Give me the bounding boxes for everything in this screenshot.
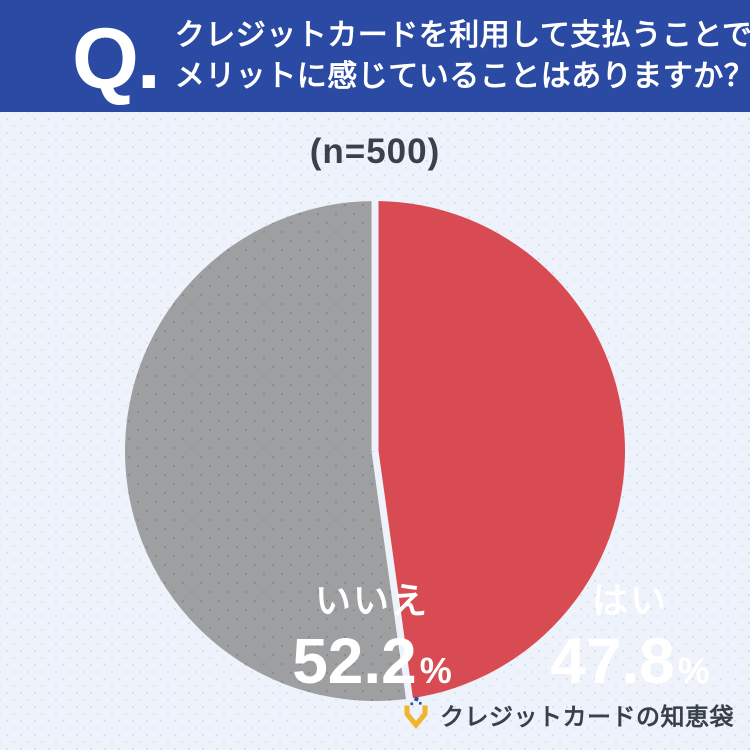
pie-chart-container: はい 47.8% いいえ 52.2% (125, 201, 710, 701)
question-title: クレジットカードを利用して支払うことで メリットに感じていることはありますか？ (175, 15, 750, 97)
pie-slice-はい (375, 201, 625, 699)
question-title-line1: クレジットカードを利用して支払うことで (174, 19, 750, 52)
slice-value-unit-yes: % (677, 650, 710, 691)
q-mark: Q. (72, 11, 161, 107)
question-title-line2: メリットに感じていることはありますか？ (174, 60, 750, 93)
sample-size-label: (n=500) (309, 132, 441, 171)
chiebukuro-sparkle-bag-icon (404, 696, 428, 729)
question-header: Q. クレジットカードを利用して支払うことで メリットに感じていることはあります… (0, 0, 750, 112)
site-logo-text: クレジットカードの知恵袋 (440, 703, 734, 731)
pie-chart (125, 201, 625, 701)
site-logo: クレジットカードの知恵袋 (399, 696, 734, 732)
pie-slice-texture-いいえ (125, 201, 410, 701)
pie-slice-divider (371, 450, 414, 701)
